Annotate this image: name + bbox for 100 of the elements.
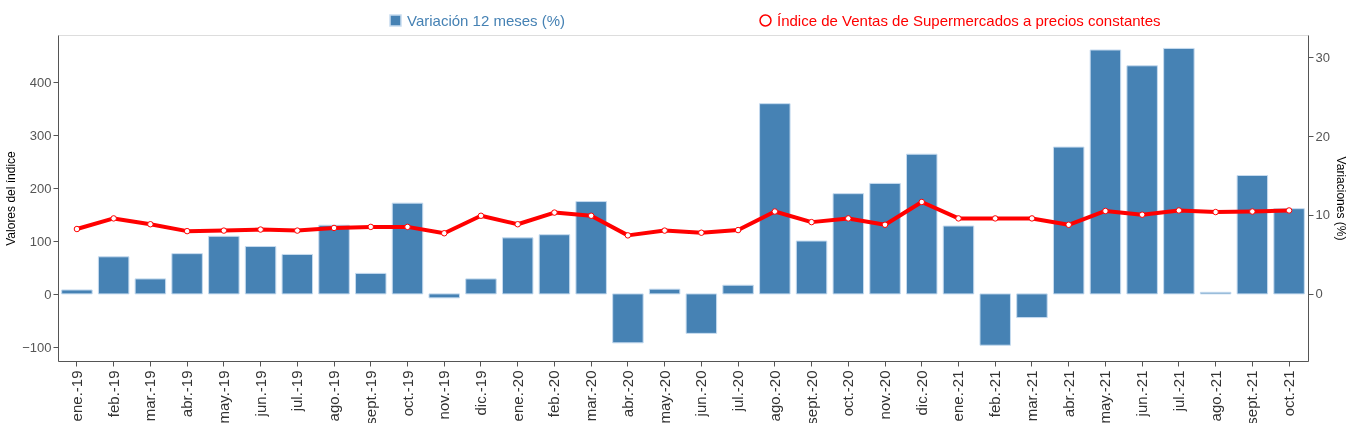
bar xyxy=(244,246,277,295)
y2-tick-label: 10 xyxy=(1315,207,1330,223)
bar xyxy=(208,235,240,295)
point xyxy=(220,227,228,234)
point xyxy=(367,223,375,231)
point xyxy=(294,227,301,234)
point xyxy=(477,212,485,219)
x-tick-label: jul.-19 xyxy=(288,370,306,413)
point xyxy=(1212,208,1219,216)
y-tick-label: 300 xyxy=(29,127,52,143)
point xyxy=(1065,221,1072,228)
y-tick-label: 400 xyxy=(29,74,52,90)
x-tick-label: jun.-19 xyxy=(251,370,269,418)
point xyxy=(1102,207,1109,215)
y-tick-label: 100 xyxy=(29,233,52,249)
x-tick-label: feb.-21 xyxy=(986,370,1004,418)
y-axis-title: Valores del índice xyxy=(4,150,19,246)
x-tick-label: dic.-20 xyxy=(912,370,930,416)
x-tick-label: mar.-20 xyxy=(582,370,600,422)
bar xyxy=(391,202,424,295)
point xyxy=(441,230,448,237)
x-tick-label: jun.-21 xyxy=(1133,370,1151,418)
x-tick-label: oct.-19 xyxy=(398,370,416,417)
y2-tick-label: 20 xyxy=(1315,128,1330,144)
x-tick-label: ago.-21 xyxy=(1206,370,1224,422)
x-tick-label: nov.-20 xyxy=(876,370,894,420)
x-tick-label: feb.-19 xyxy=(104,370,122,418)
bar xyxy=(1126,65,1158,295)
point xyxy=(183,227,191,235)
x-tick-label: abr.-20 xyxy=(618,370,636,418)
x-tick-label: jul.-21 xyxy=(1169,370,1187,413)
bar xyxy=(465,278,497,295)
x-tick-label: mar.-19 xyxy=(141,370,159,422)
y2-tick-label: 30 xyxy=(1315,49,1330,65)
bar xyxy=(869,182,901,295)
y-tick-label: 0 xyxy=(44,286,52,302)
x-tick-label: mar.-21 xyxy=(1022,370,1040,422)
x-tick-label: oct.-20 xyxy=(839,370,857,417)
bar xyxy=(832,193,865,295)
bar xyxy=(575,201,607,295)
bar xyxy=(538,234,571,295)
x-tick-label: ene.-21 xyxy=(949,370,967,422)
point xyxy=(1285,207,1293,214)
point xyxy=(1028,215,1036,222)
point xyxy=(551,209,558,216)
point xyxy=(991,215,999,222)
bar xyxy=(501,237,534,295)
bar xyxy=(1052,146,1085,295)
point xyxy=(147,221,154,228)
y-tick-label: 200 xyxy=(29,180,52,196)
x-tick-label: may.-20 xyxy=(655,370,673,423)
x-tick-label: may.-21 xyxy=(1096,370,1114,423)
x-tick-label: ago.-19 xyxy=(325,370,343,422)
point xyxy=(845,215,852,222)
point xyxy=(1175,207,1183,214)
bar xyxy=(1163,47,1195,295)
bar xyxy=(1273,208,1305,295)
legend-label: Variación 12 meses (%) xyxy=(407,11,566,29)
bar xyxy=(612,293,644,344)
point xyxy=(661,227,668,234)
x-tick-label: ago.-20 xyxy=(765,370,783,422)
point xyxy=(624,232,632,239)
bar xyxy=(281,253,314,295)
bar xyxy=(722,284,754,295)
point xyxy=(73,225,81,233)
point xyxy=(1138,211,1146,218)
bar xyxy=(648,288,681,295)
bar xyxy=(428,293,460,299)
point xyxy=(698,229,705,236)
point xyxy=(514,221,521,228)
point xyxy=(881,221,889,228)
x-tick-label: jul.-20 xyxy=(729,370,747,413)
y2-tick-label: 0 xyxy=(1315,286,1323,302)
x-tick-label: ene.-19 xyxy=(67,370,85,422)
x-tick-label: may.-19 xyxy=(214,370,232,423)
bar xyxy=(1236,175,1269,295)
bar xyxy=(134,278,167,295)
bar xyxy=(979,293,1011,346)
x-tick-label: dic.-19 xyxy=(471,370,489,416)
point xyxy=(734,226,742,234)
bar xyxy=(61,289,93,295)
point xyxy=(110,215,117,222)
point xyxy=(587,212,595,219)
bar xyxy=(795,240,828,295)
bar xyxy=(1089,49,1122,295)
point xyxy=(808,218,815,226)
bar xyxy=(906,153,938,295)
x-tick-label: abr.-21 xyxy=(1059,370,1077,418)
point xyxy=(771,208,779,215)
bar xyxy=(318,224,350,295)
y2-axis-title: Variaciones (%) xyxy=(1333,156,1348,241)
bar xyxy=(1016,293,1048,319)
point xyxy=(918,198,925,206)
x-tick-label: jun.-20 xyxy=(692,370,710,418)
bar xyxy=(97,256,130,295)
legend-label: Índice de Ventas de Supermercados a precios constantes xyxy=(777,11,1161,29)
point xyxy=(1249,208,1256,215)
bar xyxy=(685,293,718,334)
point xyxy=(955,215,962,222)
x-tick-label: feb.-20 xyxy=(545,370,563,418)
